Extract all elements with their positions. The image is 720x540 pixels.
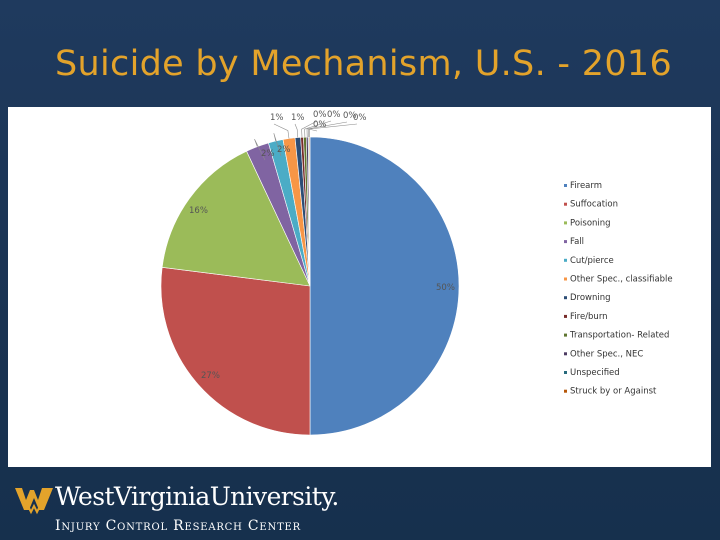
slice-label-0: 50%	[436, 283, 455, 293]
leader-line-5	[273, 123, 290, 139]
slide-title: Suicide by Mechanism, U.S. - 2016	[55, 44, 673, 84]
leader-line-7	[301, 120, 318, 138]
slice-label-4: 2%	[277, 145, 291, 155]
legend-label-11: Struck by or Against	[570, 387, 657, 397]
legend-label-6: Drowning	[570, 293, 611, 303]
pie-slice-0	[309, 136, 460, 436]
legend-marker-0	[564, 184, 567, 187]
slice-label-3: 2%	[261, 149, 275, 159]
slice-label-6: 1%	[291, 113, 305, 123]
legend-marker-7	[564, 314, 567, 318]
slice-label-7: 0%	[313, 110, 327, 120]
legend: Firearm Suffocation Poisoning Fall Cut/pierc…	[564, 181, 673, 397]
leader-line-11	[309, 123, 358, 137]
slice-label-9: 0%	[343, 111, 357, 121]
footer: WestVirginiaUniversity. Injury Control R…	[0, 470, 720, 540]
legend-label-5: Other Spec., classifiable	[570, 275, 673, 285]
legend-label-1: Suffocation	[570, 200, 618, 210]
leader-line-3	[254, 138, 266, 161]
slice-label-5: 1%	[270, 113, 284, 123]
legend-marker-5	[564, 277, 567, 281]
legend-label-3: Fall	[570, 237, 584, 247]
leader-line-8	[304, 120, 332, 138]
legend-label-10: Unspecified	[570, 368, 620, 378]
wv-logo-icon	[15, 488, 53, 515]
slice-label-8: 0%	[327, 110, 341, 120]
leader-line-9	[306, 121, 348, 138]
leader-line-4	[273, 133, 282, 157]
slice-label-10: 0%	[313, 120, 327, 130]
slice-labels: 50%27%16%2% 2%1% 1% 0% 0% 0%0%0%	[189, 110, 455, 381]
pie-slices	[160, 136, 460, 436]
legend-label-9: Other Spec., NEC	[570, 349, 643, 359]
chart-panel: 50% 27% 16% 2% 2% 1% 1% 0% 0% 0% 0% 0% Firearm Suffo…	[8, 107, 711, 467]
research-center-name: Injury Control Research Center	[55, 518, 301, 534]
legend-label-0: Firearm	[570, 181, 602, 191]
legend-marker-4	[564, 258, 567, 262]
legend-marker-9	[564, 352, 567, 356]
pie-chart: 50%27%16%2% 2%1% 1% 0% 0% 0%0%0% FirearmSuffo…	[160, 110, 673, 436]
legend-marker-2	[564, 221, 567, 225]
legend-label-8: Transportation- Related	[569, 331, 669, 341]
leader-line-10	[308, 128, 318, 138]
pie-slice-2	[161, 150, 311, 287]
legend-marker-10	[564, 371, 567, 374]
legend-label-7: Fire/burn	[570, 312, 608, 322]
university-name: WestVirginiaUniversity.	[55, 482, 339, 511]
legend-marker-3	[564, 240, 567, 244]
legend-marker-8	[564, 333, 567, 337]
legend-marker-11	[564, 389, 567, 393]
legend-label-2: Poisoning	[570, 218, 611, 228]
leader-line-6	[294, 123, 299, 138]
leader-lines	[254, 120, 358, 161]
slice-label-2: 16%	[189, 206, 208, 216]
pie-slice-1	[160, 266, 311, 436]
legend-marker-1	[564, 202, 567, 206]
slice-label-11: 0%	[353, 113, 367, 123]
legend-marker-6	[564, 296, 567, 300]
legend-label-4: Cut/pierce	[570, 256, 614, 266]
slice-label-1: 27%	[201, 371, 220, 381]
